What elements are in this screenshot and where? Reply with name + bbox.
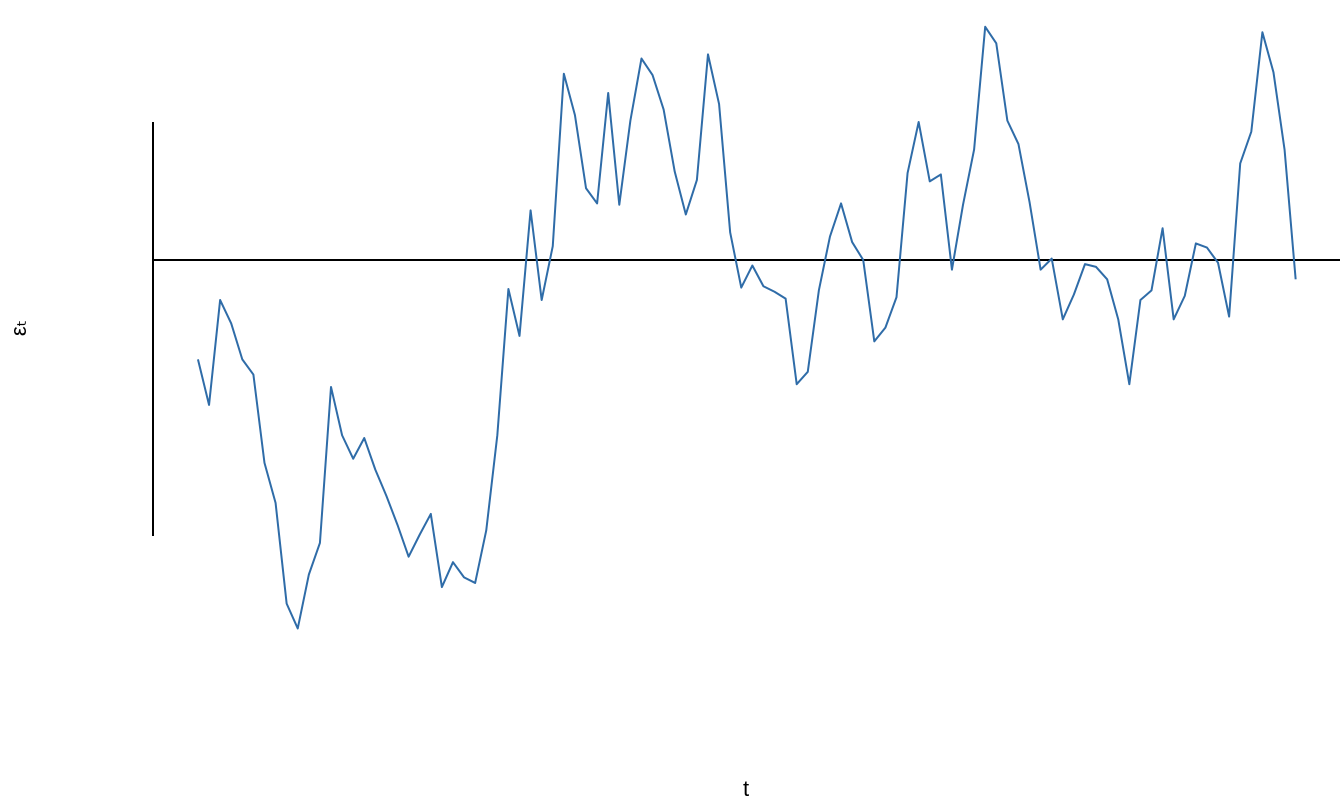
data-line — [196, 25, 1297, 630]
y-axis-label: εₜ — [6, 320, 31, 336]
x-axis-label: t — [743, 776, 749, 801]
